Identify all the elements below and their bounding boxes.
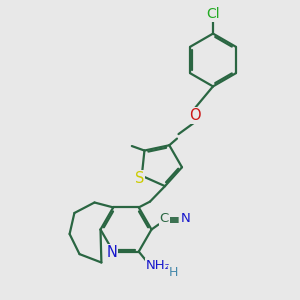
Text: Cl: Cl — [206, 7, 220, 21]
Text: S: S — [135, 171, 144, 186]
Text: N: N — [106, 245, 117, 260]
Text: C: C — [160, 212, 169, 225]
Text: NH₂: NH₂ — [146, 259, 171, 272]
Text: N: N — [181, 212, 190, 225]
Text: H: H — [169, 266, 178, 279]
Text: O: O — [189, 108, 201, 123]
